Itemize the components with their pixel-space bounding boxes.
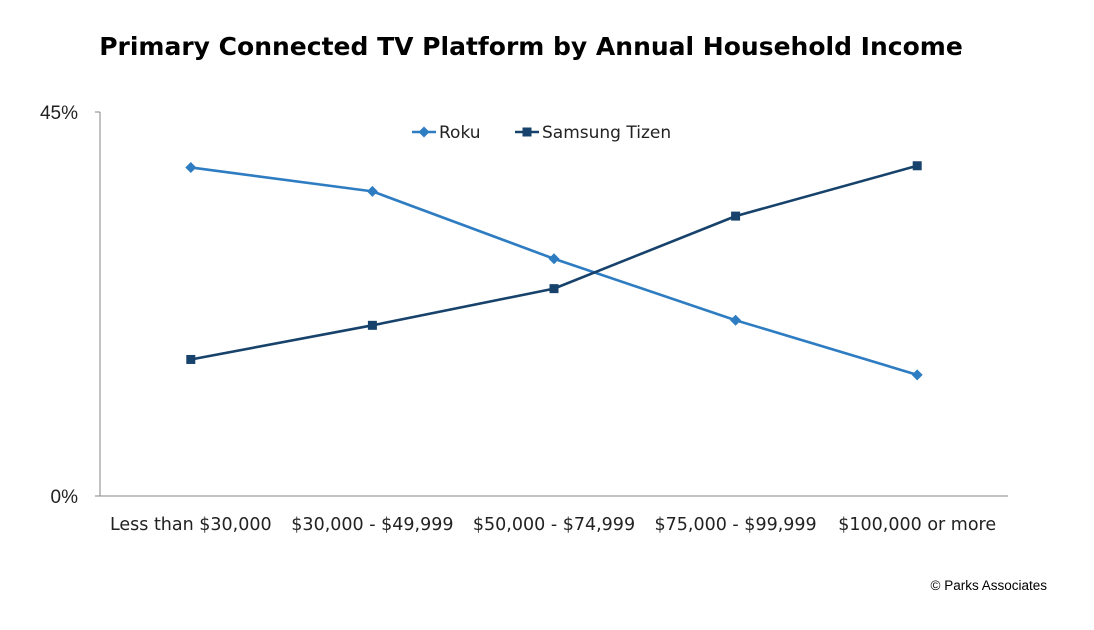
series-samsung-tizen [186,161,922,364]
series-line [190,166,918,377]
legend: Roku Samsung Tizen [412,123,671,143]
data-point [730,314,742,326]
x-tick-label: Less than $30,000 [110,515,272,535]
data-point [548,253,560,265]
legend-label: Samsung Tizen [542,123,671,143]
y-tick-label: 45% [40,103,78,124]
data-point [731,211,741,221]
x-tick-label: $30,000 - $49,999 [291,515,453,535]
x-tick-label: $50,000 - $74,999 [473,515,635,535]
series-roku [185,161,923,381]
legend-label: Roku [439,123,481,143]
copyright-notice: © Parks Associates [930,578,1048,593]
chart-title: Primary Connected TV Platform by Annual … [99,32,963,61]
legend-item: Samsung Tizen [515,123,671,143]
y-tick-label: 0% [51,487,79,508]
data-point [185,161,197,173]
data-point [912,161,922,171]
data-point [367,320,377,330]
x-tick-label: $75,000 - $99,999 [655,515,817,535]
data-point [549,284,559,294]
legend-marker [522,127,532,137]
data-point [366,185,378,197]
legend-item: Roku [412,123,481,143]
data-point [186,354,196,364]
x-tick-label: $100,000 or more [838,515,996,535]
data-point [911,369,923,381]
legend-marker [418,126,430,138]
